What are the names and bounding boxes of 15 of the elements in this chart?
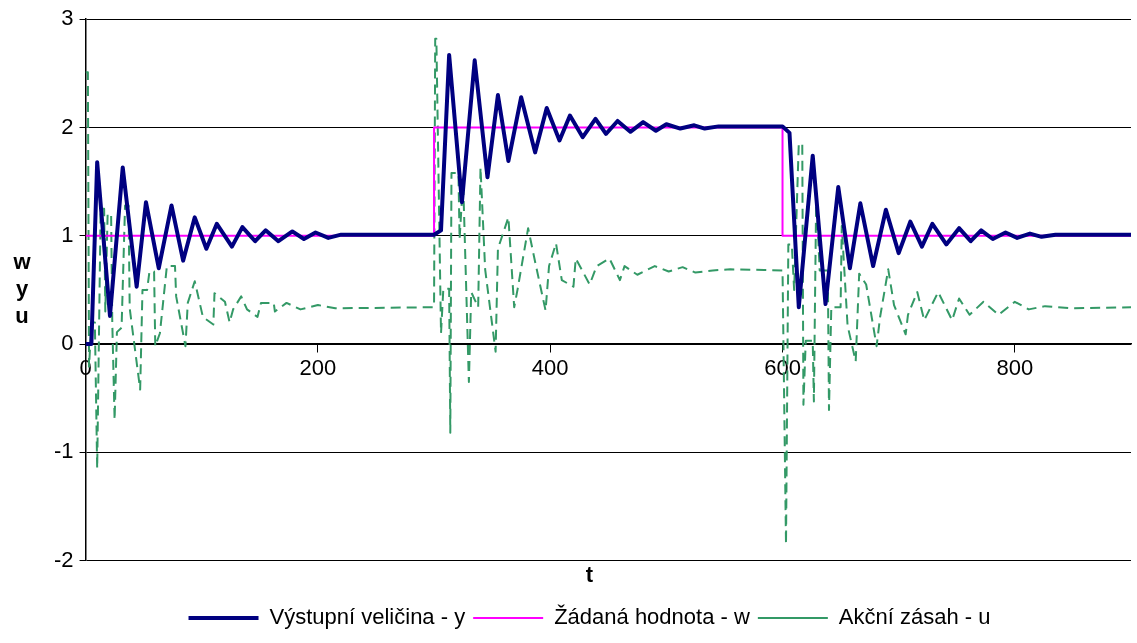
y-tick-label: 3 [61, 5, 74, 31]
y-tick-label: 2 [61, 113, 74, 139]
y-tick-label: 0 [61, 330, 74, 356]
x-tick-label: 200 [299, 355, 337, 381]
legend-label: Výstupní veličina - y [269, 604, 466, 630]
y-axis-title: w y u [12, 248, 32, 328]
legend-label: Žádaná hodnota - w [554, 604, 750, 630]
y-tick-label: -2 [54, 546, 74, 572]
x-axis-title: t [585, 561, 594, 587]
y-tick-label: 1 [61, 221, 74, 247]
y-tick-label: -1 [54, 438, 74, 464]
x-tick-label: 600 [764, 355, 801, 381]
x-tick-label: 400 [531, 355, 569, 381]
legend-label: Akční zásah - u [838, 604, 991, 630]
x-tick-label: 800 [996, 355, 1034, 381]
